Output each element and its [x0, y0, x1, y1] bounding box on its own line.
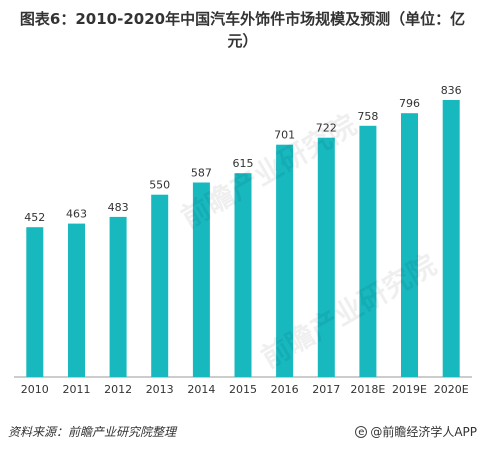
data-label-2020E: 836 [441, 84, 462, 97]
x-tick-label-2014: 2014 [187, 383, 215, 396]
brand-label: @前瞻经济学人APP [370, 425, 477, 439]
bar-2019E [401, 113, 418, 377]
footer: 资料来源：前瞻产业研究院整理 e @前瞻经济学人APP [0, 423, 485, 443]
bar-2011 [68, 223, 85, 377]
x-tick-label-2010: 2010 [21, 383, 49, 396]
bar-2014 [192, 182, 210, 377]
bar-2017 [317, 137, 335, 377]
data-label-2017: 722 [316, 122, 337, 135]
x-tick-label-2017: 2017 [312, 383, 340, 396]
x-tick-label-2019E: 2019E [392, 383, 427, 396]
bar-2010 [26, 227, 44, 377]
bar-2020E [442, 100, 460, 377]
x-tick-label-2013: 2013 [146, 383, 174, 396]
bar-2018E [359, 125, 377, 377]
x-tick-label-2018E: 2018E [350, 383, 385, 396]
x-tick-label-2012: 2012 [104, 383, 132, 396]
x-tick-label-2011: 2011 [63, 383, 91, 396]
bar-2013 [151, 194, 169, 377]
data-label-2018E: 758 [357, 110, 378, 123]
bar-chart: 452 2010 463 2011 483 2012 550 2013 587 2014 615 20… [14, 84, 472, 396]
x-tick-label-2015: 2015 [229, 383, 257, 396]
chart-title: 图表6：2010-2020年中国汽车外饰件市场规模及预测（单位：亿元） [19, 10, 466, 50]
data-label-2010: 452 [24, 211, 45, 224]
data-label-2015: 615 [233, 157, 254, 170]
x-tick-label-2016: 2016 [271, 383, 299, 396]
x-tick-label-2020E: 2020E [434, 383, 469, 396]
data-label-2012: 483 [108, 201, 129, 214]
brand-logo-icon: e [355, 425, 368, 438]
data-label-2013: 550 [149, 179, 170, 192]
data-label-2014: 587 [191, 167, 212, 180]
source-note: 资料来源：前瞻产业研究院整理 [8, 425, 177, 439]
bar-2012 [109, 216, 127, 377]
brand: e @前瞻经济学人APP [355, 423, 477, 440]
data-label-2016: 701 [274, 129, 295, 142]
data-label-2011: 463 [66, 208, 87, 221]
chart-area: 452 2010 463 2011 483 2012 550 2013 587 2014 615 20… [0, 62, 485, 407]
data-label-2019E: 796 [399, 97, 420, 110]
bar-2016 [276, 144, 294, 377]
bar-2015 [234, 173, 252, 377]
